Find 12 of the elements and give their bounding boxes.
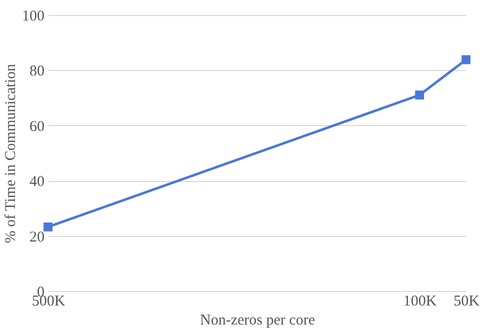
y-tick-label: 20 [30, 229, 44, 246]
y-tick-label: 100 [22, 8, 44, 24]
point [415, 90, 424, 100]
point [462, 55, 470, 64]
y-tick-label: 40 [30, 174, 44, 190]
point [44, 222, 52, 232]
y-tick-label: 60 [30, 118, 44, 135]
x-axis-title: Non-zeros per core [200, 312, 316, 328]
y-tick-label: 80 [30, 64, 44, 80]
x-tick-label: 50K [454, 294, 480, 310]
y-axis-title: % of Time in Communication [3, 63, 19, 244]
x-tick-label: 100K [403, 294, 437, 310]
